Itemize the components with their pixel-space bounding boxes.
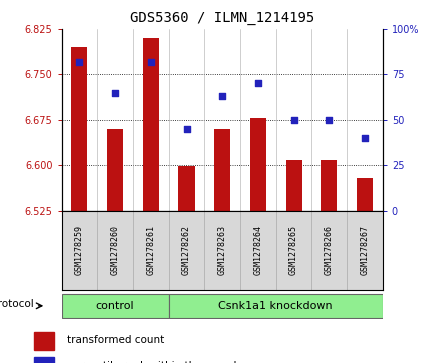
Bar [286, 160, 301, 211]
Bar [312, 29, 347, 211]
Point [183, 126, 190, 132]
Point [112, 90, 119, 95]
Bar [107, 129, 123, 211]
Text: GSM1278260: GSM1278260 [110, 225, 120, 276]
Text: GSM1278265: GSM1278265 [289, 225, 298, 276]
Bar [62, 29, 97, 211]
Text: GSM1278262: GSM1278262 [182, 225, 191, 276]
Point [290, 117, 297, 123]
Bar [321, 160, 337, 211]
Bar [133, 29, 169, 211]
Point [76, 59, 83, 65]
Bar [347, 29, 383, 211]
Bar [169, 211, 204, 290]
Bar [250, 118, 266, 211]
Point [147, 59, 154, 65]
Text: protocol: protocol [0, 299, 34, 310]
Point [326, 117, 333, 123]
Text: control: control [96, 301, 135, 311]
Bar [169, 294, 383, 318]
Point [254, 81, 261, 86]
Bar [357, 179, 373, 211]
Text: GSM1278259: GSM1278259 [75, 225, 84, 276]
Bar [133, 211, 169, 290]
Bar [204, 29, 240, 211]
Text: transformed count: transformed count [66, 335, 164, 346]
Text: GSM1278267: GSM1278267 [360, 225, 370, 276]
Bar [97, 29, 133, 211]
Bar [71, 47, 88, 211]
Point [219, 93, 226, 99]
Bar [240, 211, 276, 290]
Bar [276, 211, 312, 290]
Bar [62, 211, 97, 290]
Bar [276, 29, 312, 211]
Bar [347, 211, 383, 290]
Text: Csnk1a1 knockdown: Csnk1a1 knockdown [218, 301, 333, 311]
Text: GSM1278261: GSM1278261 [147, 225, 155, 276]
Bar [169, 29, 204, 211]
Text: GSM1278264: GSM1278264 [253, 225, 262, 276]
Text: GSM1278263: GSM1278263 [218, 225, 227, 276]
Bar [204, 211, 240, 290]
Point [361, 135, 368, 141]
Title: GDS5360 / ILMN_1214195: GDS5360 / ILMN_1214195 [130, 11, 314, 25]
Bar [34, 332, 55, 350]
Bar [240, 29, 276, 211]
Bar [312, 211, 347, 290]
Text: percentile rank within the sample: percentile rank within the sample [66, 361, 242, 363]
Bar [214, 129, 230, 211]
Bar [179, 166, 194, 211]
Bar [62, 294, 169, 318]
Text: GSM1278266: GSM1278266 [325, 225, 334, 276]
Bar [97, 211, 133, 290]
Bar [143, 38, 159, 211]
Bar [34, 357, 55, 363]
